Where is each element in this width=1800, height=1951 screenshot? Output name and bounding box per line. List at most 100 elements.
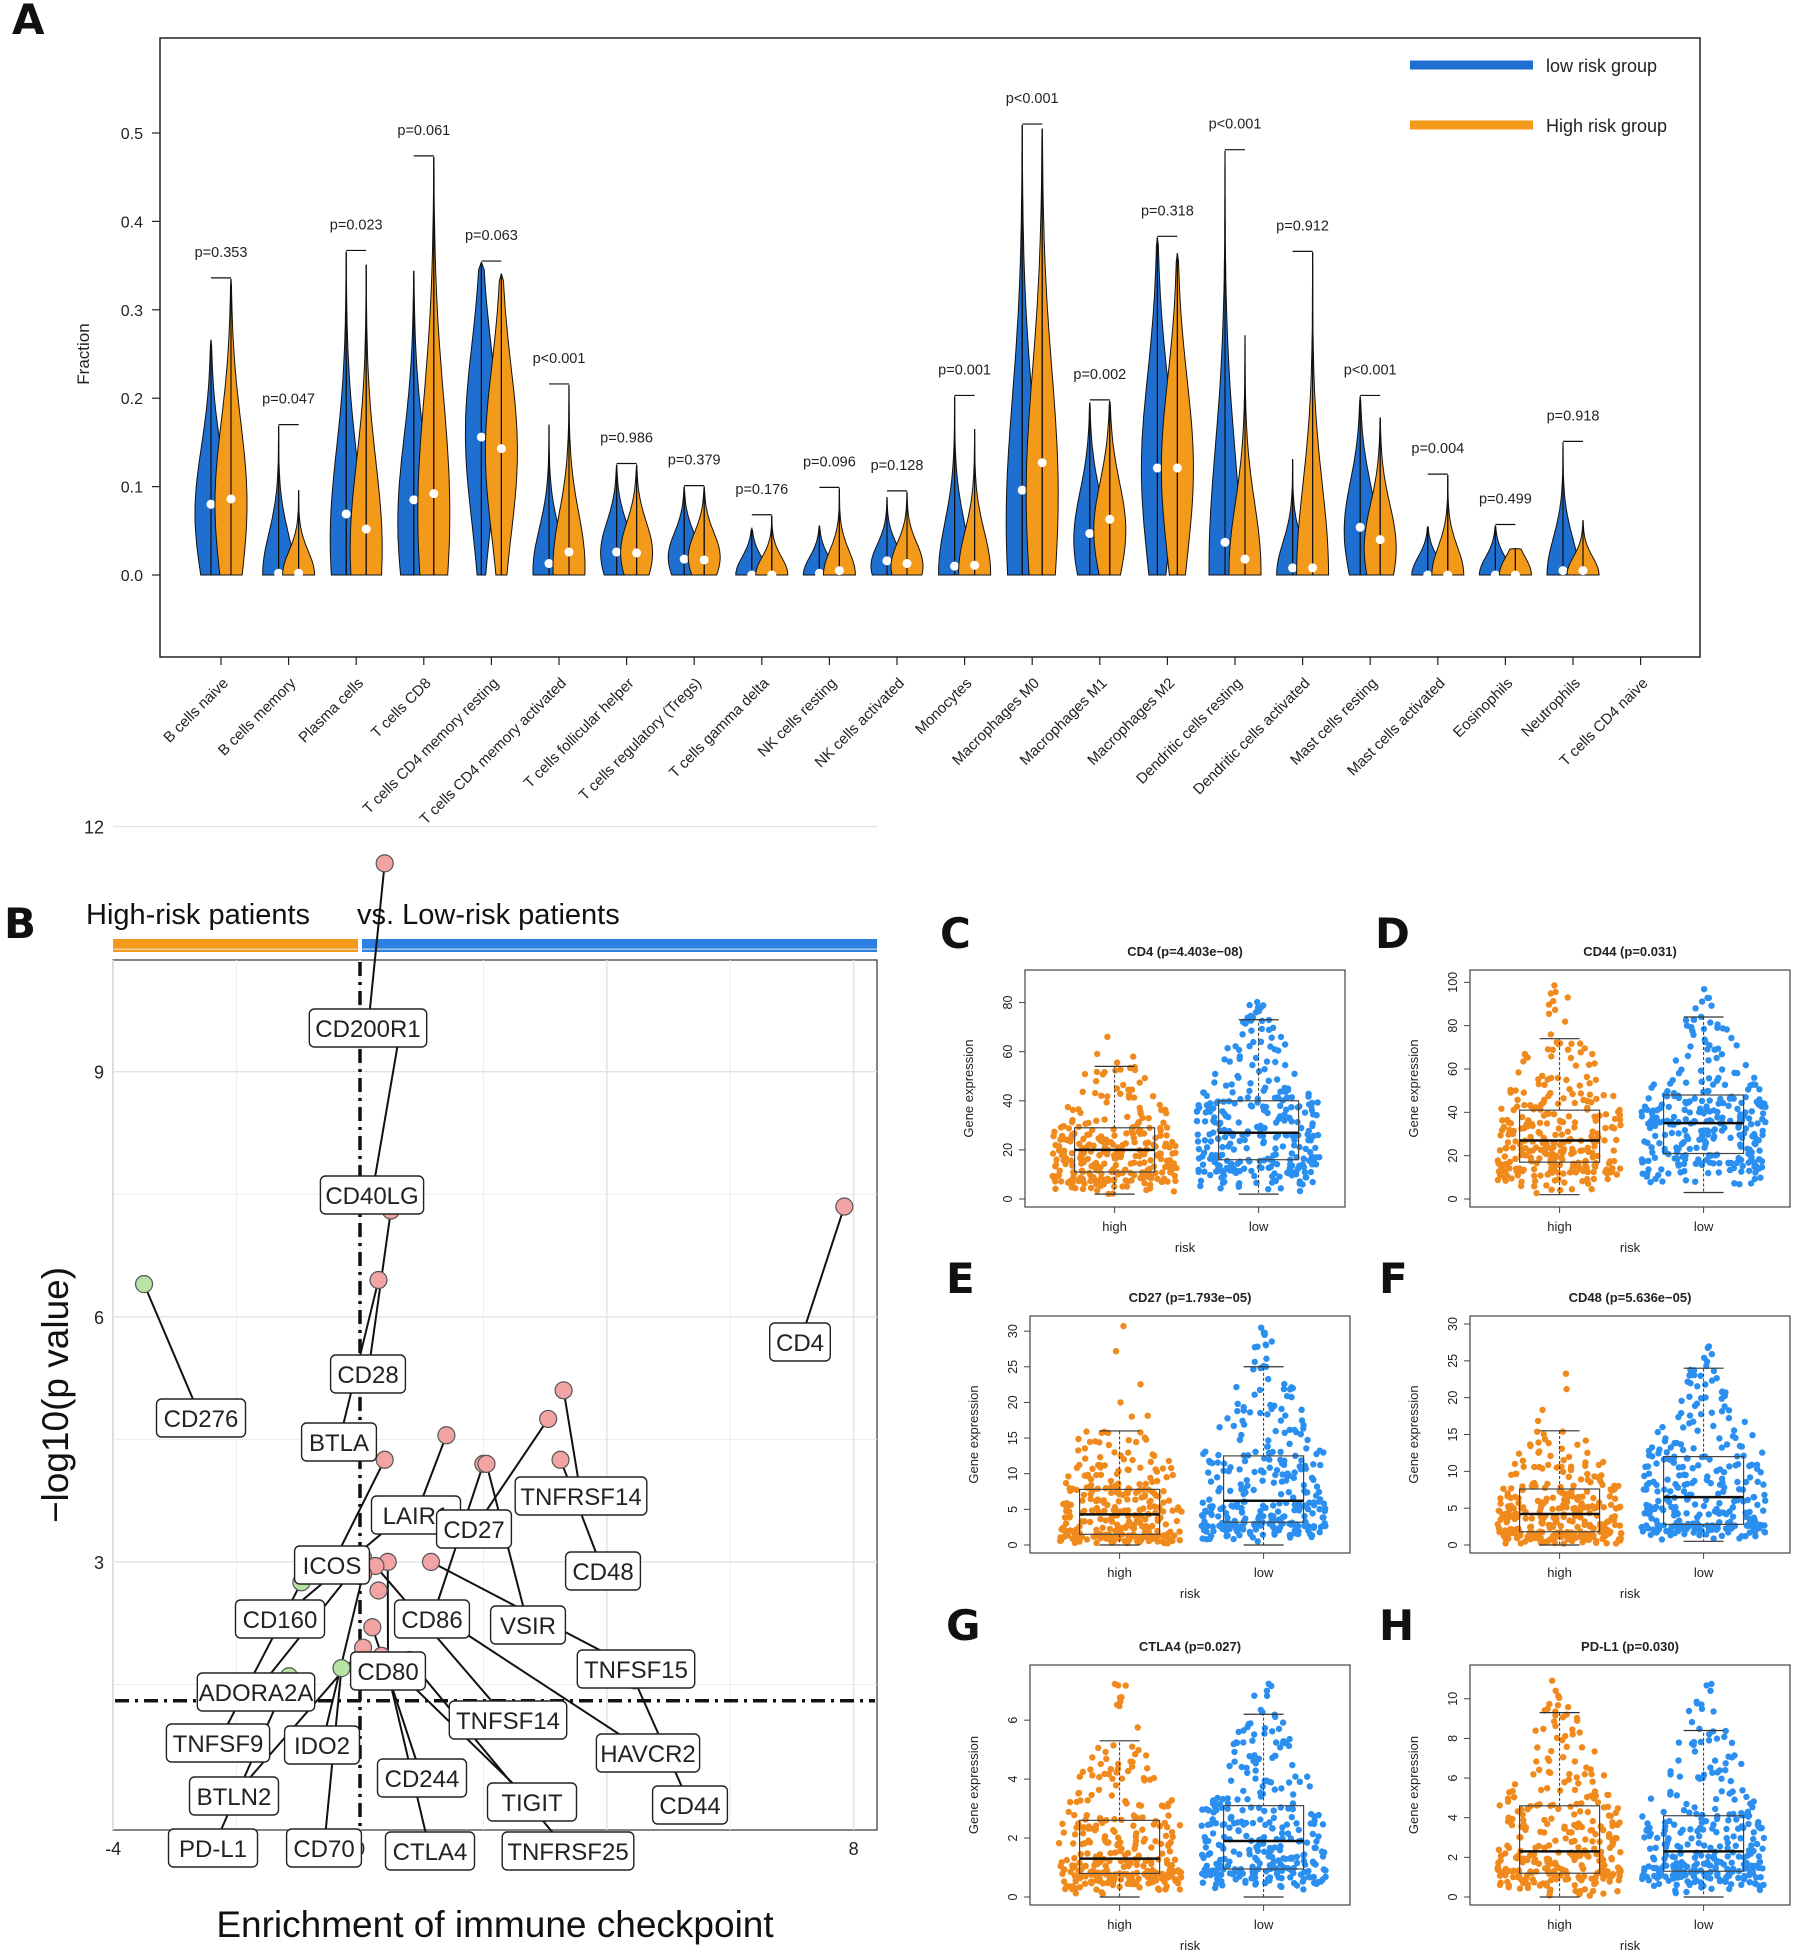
swarm-dot [1709,1728,1717,1735]
swarm-dot [1290,1869,1297,1877]
swarm-dot [1304,1773,1311,1780]
swarm-dot [1572,1062,1580,1069]
swarm-dot [1641,1472,1648,1480]
b-point-label: PD-L1 [179,1836,247,1863]
violin-low [194,339,212,576]
swarm-dot [1230,1422,1238,1430]
swarm-dot [1536,1463,1543,1471]
violin-high-median [1240,554,1250,564]
swarm-dot [1648,1084,1655,1091]
swarm-dot [1264,1155,1272,1162]
swarm-dot [1080,1135,1087,1143]
swarm-dot [1310,1501,1318,1509]
swarm-dot [1213,1860,1220,1868]
violin-group: p=0.002 [1073,367,1127,576]
swarm-dot [1309,1510,1316,1517]
swarm-dot [1606,1169,1614,1176]
swarm-dot [1672,1057,1680,1064]
swarm-dot [1117,1090,1124,1098]
violin-high-median [1375,535,1385,545]
swarm-dot [1695,1156,1702,1163]
swarm-dot [1102,1517,1110,1524]
swarm-dot [1300,1155,1307,1162]
panel-a-ylabel: Fraction [74,323,93,384]
b-label-box [651,1785,729,1825]
swarm-dot [1285,1779,1293,1786]
swarm-dot [1691,1501,1699,1508]
swarm-dot [1230,1848,1238,1855]
swarm-dot [1511,1460,1519,1468]
violin-low-median [1558,566,1568,576]
swarm-dot [1581,1518,1588,1525]
swarm-dot [1163,1157,1171,1164]
panel-b-ylabel: −log10(p value) [35,1267,76,1523]
swarm-dot [1706,1097,1713,1104]
swarm-dot [1130,1053,1137,1060]
swarm-dot [1721,1403,1728,1410]
box-xtick-label: high [1547,1565,1572,1580]
swarm-dot [1564,1128,1572,1135]
swarm-dot [1317,1496,1324,1503]
swarm-dot [1142,1752,1150,1759]
swarm-dot [1310,1524,1318,1531]
swarm-dot [1663,1449,1671,1456]
swarm-dot [1719,1479,1726,1487]
swarm-dot [1094,1496,1102,1503]
swarm-dot [1552,1530,1559,1538]
swarm-dot [1097,1454,1104,1461]
swarm-dot [1583,1164,1590,1171]
swarm-dot [1515,1495,1522,1502]
violin-high-median [564,547,574,557]
swarm-dot [1239,1031,1246,1038]
p-value-label: p=0.004 [1411,441,1464,457]
swarm-dot [1540,1725,1547,1733]
box-ytick-label: 8 [1446,1735,1460,1742]
swarm-dot [1710,1708,1717,1715]
swarm-dot [1680,1523,1687,1530]
swarm-dot [1644,1481,1651,1488]
swarm-dot [1580,1865,1587,1873]
swarm-dot [1686,1098,1693,1105]
swarm-dot [1735,1874,1742,1882]
violin-group: p=0.001 [938,362,992,576]
swarm-dot [1723,1825,1730,1833]
swarm-dot [1555,1505,1563,1512]
swarm-dot [1756,1882,1763,1890]
box-xtick-label: low [1694,1917,1714,1932]
box-ytick-label: 30 [1006,1324,1020,1338]
swarm-dot [1639,1170,1646,1177]
swarm-dot [1541,1829,1548,1836]
b-point [363,1618,382,1637]
swarm-dot [1678,1140,1686,1148]
swarm-dot [1122,1682,1129,1689]
swarm-dot [1592,1831,1599,1838]
swarm-dot [1311,1844,1318,1852]
swarm-dot [1207,1509,1215,1517]
swarm-dot [1504,1139,1512,1146]
swarm-dot [1075,1790,1082,1797]
box-ytick-label: 10 [1446,1464,1460,1478]
violin-low [1411,526,1429,576]
swarm-dot [1725,1407,1733,1414]
swarm-dot [1718,1408,1726,1415]
swarm-dot [1319,1821,1327,1828]
violin-low-median [1017,485,1027,495]
swarm-dot [1250,1038,1257,1046]
swarm-dot [1557,1522,1565,1530]
swarm-dot [1075,1447,1082,1454]
swarm-dot [1662,1823,1669,1830]
violin-group: p=0.061 [397,123,451,576]
swarm-dot [1257,1522,1264,1529]
swarm-dot [1552,1722,1559,1730]
swarm-dot [1571,1099,1579,1107]
swarm-dot [1162,1521,1170,1528]
b-label-box [300,1422,378,1462]
swarm-dot [1096,1877,1103,1885]
swarm-dot [1270,1807,1277,1814]
swarm-dot [1742,1125,1750,1132]
swarm-dot [1726,1508,1733,1515]
swarm-dot [1652,1864,1660,1872]
swarm-dot [1644,1463,1652,1470]
swarm-dot [1530,1166,1538,1173]
swarm-dot [1081,1070,1089,1078]
